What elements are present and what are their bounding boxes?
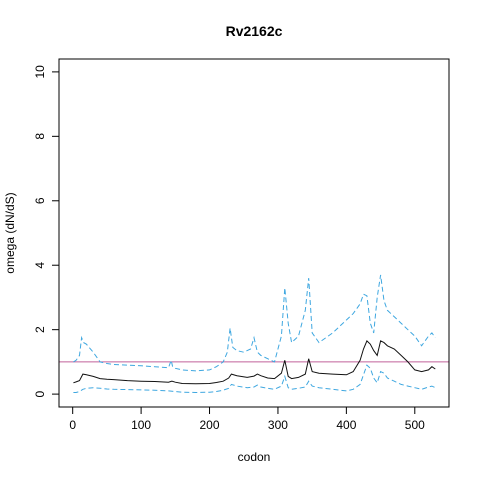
plot-frame: [58, 58, 450, 408]
x-tick-label: 300: [268, 418, 288, 432]
y-tick-label: 8: [33, 133, 47, 140]
x-tick-label: 400: [336, 418, 356, 432]
lower-bound-line: [73, 364, 436, 394]
y-axis-label: omega (dN/dS): [3, 192, 17, 273]
x-tick-label: 500: [405, 418, 425, 432]
y-tick-label: 10: [33, 65, 47, 79]
x-axis-label: codon: [238, 450, 271, 464]
plot-area: [59, 274, 449, 394]
y-tick-label: 4: [33, 262, 47, 269]
y-tick-label: 0: [33, 390, 47, 397]
x-tick-label: 100: [131, 418, 151, 432]
chart-title: Rv2162c: [226, 23, 283, 39]
x-tick-label: 200: [200, 418, 220, 432]
y-tick-label: 2: [33, 326, 47, 333]
y-tick-label: 6: [33, 197, 47, 204]
x-tick-label: 0: [69, 418, 76, 432]
upper-bound-line: [73, 274, 436, 372]
omega-estimate-line: [73, 340, 436, 385]
